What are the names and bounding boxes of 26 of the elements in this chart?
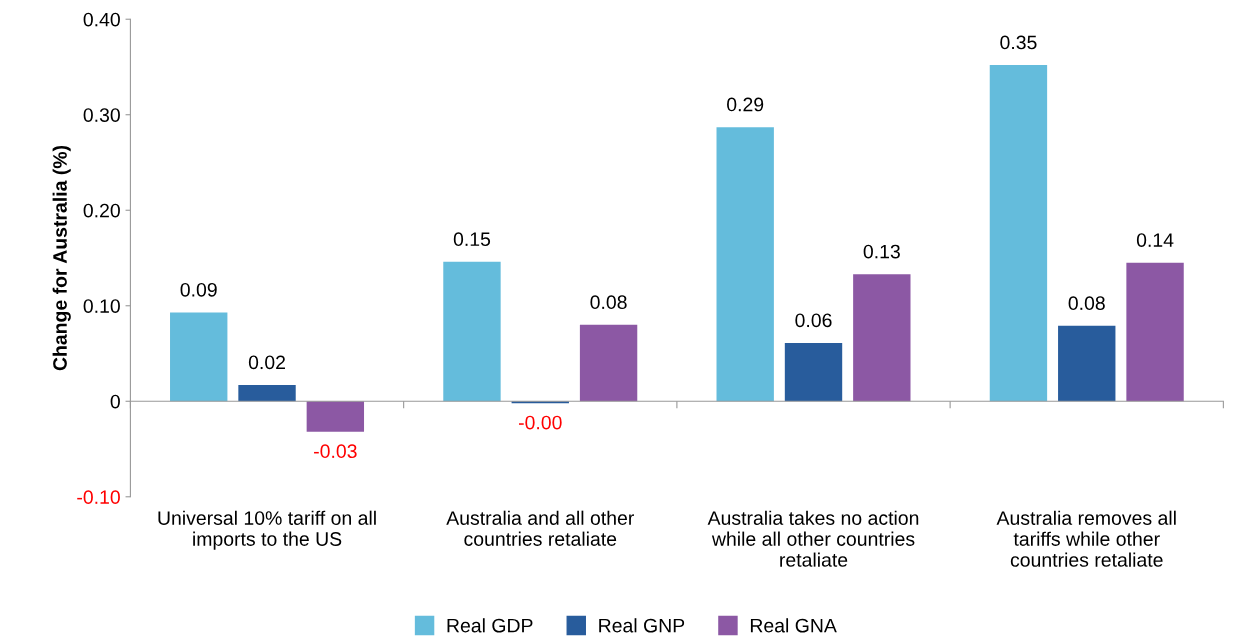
- x-tick-label: Universal 10% tariff on all imports to the US: [158, 510, 376, 550]
- legend-label: Real GNA: [750, 618, 837, 633]
- data-label: 0.14: [1136, 233, 1174, 247]
- data-label: 0.29: [727, 97, 764, 112]
- y-tick-label: 0.10: [83, 299, 120, 313]
- data-label: -0.03: [314, 444, 357, 459]
- data-label: 0.06: [795, 313, 832, 328]
- x-tick-label: Australia removes all tariffs while other countries retaliate: [996, 510, 1176, 567]
- data-label: 0.35: [1000, 35, 1037, 50]
- y-tick-label: 0.30: [83, 108, 120, 122]
- y-tick-label: 0.20: [83, 203, 120, 218]
- x-tick-label: Australia takes no action while all other countries retaliate: [707, 510, 919, 567]
- y-tick-label: 0.40: [83, 12, 120, 27]
- data-label: 0.02: [248, 355, 285, 370]
- data-label: 0.15: [453, 232, 491, 247]
- data-label: 0.08: [590, 295, 627, 310]
- legend-label: Real GDP: [447, 618, 533, 633]
- data-label: 0.08: [1068, 296, 1105, 311]
- legend-label: Real GNP: [599, 618, 685, 633]
- data-label: -0.00: [518, 415, 562, 430]
- data-label: 0.13: [863, 244, 900, 259]
- data-label: 0.09: [180, 282, 217, 297]
- y-tick-label: 0: [110, 394, 120, 409]
- y-axis-title: Change for Australia (%): [52, 145, 71, 371]
- x-tick-label: Australia and all other countries retaliate: [446, 510, 634, 546]
- y-tick-label: -0.10: [77, 490, 120, 505]
